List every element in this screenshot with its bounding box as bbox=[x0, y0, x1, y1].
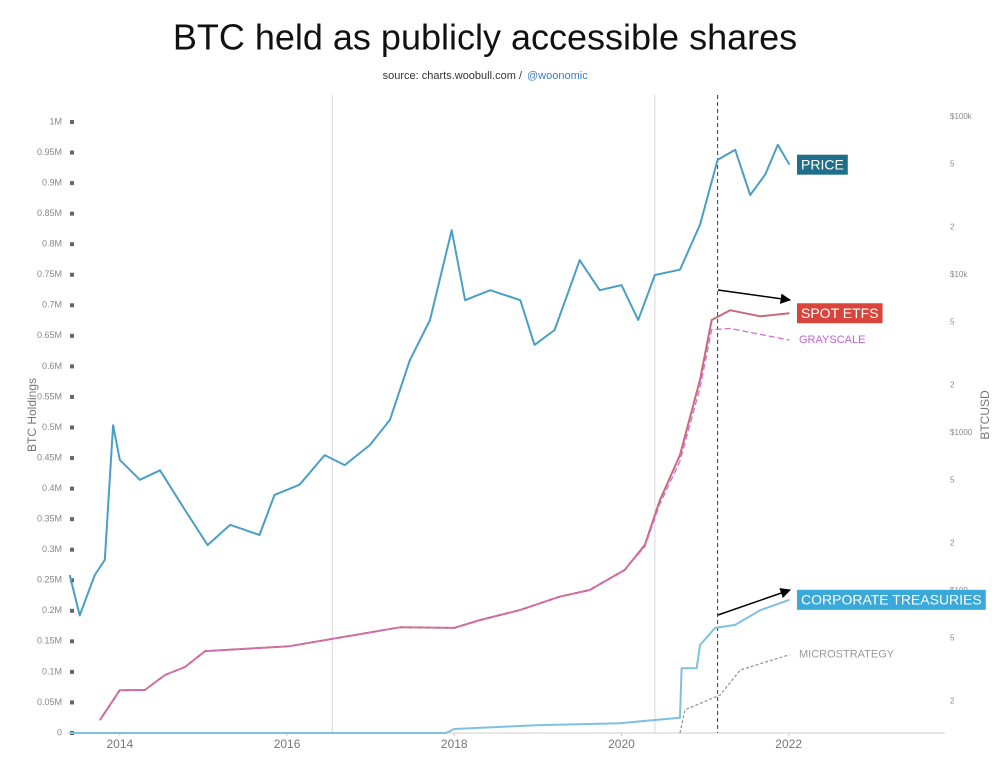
y-tick-label: 0.8M bbox=[42, 239, 62, 249]
y-tick-label: 0.75M bbox=[37, 269, 62, 279]
y-tick-mark bbox=[70, 547, 74, 552]
y-tick-label: 0.9M bbox=[42, 177, 62, 187]
y2-tick-label: 5 bbox=[950, 160, 955, 169]
y-tick-label: 0 bbox=[57, 727, 62, 737]
legend-label: SPOT ETFS bbox=[801, 305, 879, 321]
y-tick-label: 0.35M bbox=[37, 514, 62, 524]
series-line bbox=[68, 143, 791, 617]
series-line bbox=[98, 309, 790, 721]
y-tick-mark bbox=[70, 700, 74, 705]
x-tick-label: 2014 bbox=[106, 737, 133, 751]
y-tick-label: 0.25M bbox=[37, 575, 62, 585]
y-tick-mark bbox=[70, 608, 74, 613]
y2-tick-label: 5 bbox=[950, 318, 955, 327]
y-tick-mark bbox=[70, 150, 74, 155]
series-line bbox=[679, 654, 790, 734]
y2-axis-title: BTCUSD bbox=[978, 390, 992, 440]
y2-tick-label: $1000 bbox=[950, 428, 973, 437]
y2-tick-label: 5 bbox=[950, 634, 955, 643]
y-tick-mark bbox=[70, 181, 74, 186]
y-tick-mark bbox=[70, 242, 74, 247]
y-tick-mark bbox=[70, 120, 74, 124]
y2-tick-label: 2 bbox=[950, 223, 955, 232]
legend-label: CORPORATE TREASURIES bbox=[801, 592, 982, 608]
x-tick-label: 2018 bbox=[441, 737, 468, 751]
x-tick-label: 2020 bbox=[608, 737, 635, 751]
y-tick-label: 0.85M bbox=[37, 208, 62, 218]
y-tick-mark bbox=[70, 333, 74, 338]
y-tick-label: 0.1M bbox=[42, 666, 62, 676]
y-tick-mark bbox=[70, 303, 74, 308]
legend-label: MICROSTRATEGY bbox=[799, 649, 895, 661]
y-tick-mark bbox=[70, 639, 74, 644]
x-tick-label: 2022 bbox=[775, 737, 802, 751]
y-tick-mark bbox=[70, 456, 74, 461]
chart-title: BTC held as publicly accessible shares bbox=[173, 17, 797, 58]
y2-tick-label: $10k bbox=[950, 270, 968, 279]
y-tick-mark bbox=[70, 486, 74, 491]
y-axis-title: BTC Holdings bbox=[25, 378, 39, 452]
y-tick-mark bbox=[70, 517, 74, 522]
y-tick-label: 0.55M bbox=[37, 391, 62, 401]
y-tick-label: 0.2M bbox=[42, 605, 62, 615]
arrow bbox=[717, 289, 792, 304]
y-tick-mark bbox=[70, 394, 74, 399]
y2-tick-label: 2 bbox=[950, 538, 955, 547]
y-tick-mark bbox=[70, 364, 74, 369]
series-label: PRICE bbox=[797, 154, 848, 175]
y-tick-label: 0.7M bbox=[42, 300, 62, 310]
series-line bbox=[99, 327, 790, 721]
legend-label: GRAYSCALE bbox=[799, 334, 865, 346]
y2-tick-label: $100k bbox=[950, 112, 973, 121]
series-line bbox=[69, 598, 790, 734]
y-tick-mark bbox=[70, 272, 74, 277]
y-tick-mark bbox=[70, 425, 74, 430]
y-tick-mark bbox=[70, 669, 74, 674]
y-tick-label: 0.4M bbox=[42, 483, 62, 493]
y-tick-label: 0.95M bbox=[37, 147, 62, 157]
label-box bbox=[797, 589, 986, 610]
label-box bbox=[797, 303, 883, 324]
y-tick-mark bbox=[70, 211, 74, 216]
legend-label: PRICE bbox=[801, 156, 844, 172]
arrow bbox=[717, 588, 791, 616]
label-box bbox=[797, 154, 848, 175]
y-tick-label: 0.5M bbox=[42, 422, 62, 432]
y2-tick-label: 5 bbox=[950, 476, 955, 485]
y2-tick-label: 2 bbox=[950, 380, 955, 389]
y-tick-label: 0.05M bbox=[37, 697, 62, 707]
y-tick-label: 0.15M bbox=[37, 636, 62, 646]
x-tick-label: 2016 bbox=[274, 737, 301, 751]
y-tick-label: 0.6M bbox=[42, 361, 62, 371]
series-label: SPOT ETFS bbox=[797, 303, 883, 324]
y-tick-label: 0.45M bbox=[37, 452, 62, 462]
y-tick-label: 0.3M bbox=[42, 544, 62, 554]
y-tick-label: 0.65M bbox=[37, 330, 62, 340]
source: source: charts.woobull.com / bbox=[383, 70, 523, 82]
y2-tick-label: 2 bbox=[950, 696, 955, 705]
source-handle: @woonomic bbox=[527, 70, 588, 82]
series-label: CORPORATE TREASURIES bbox=[797, 589, 986, 610]
y-tick-label: 1M bbox=[49, 116, 62, 126]
